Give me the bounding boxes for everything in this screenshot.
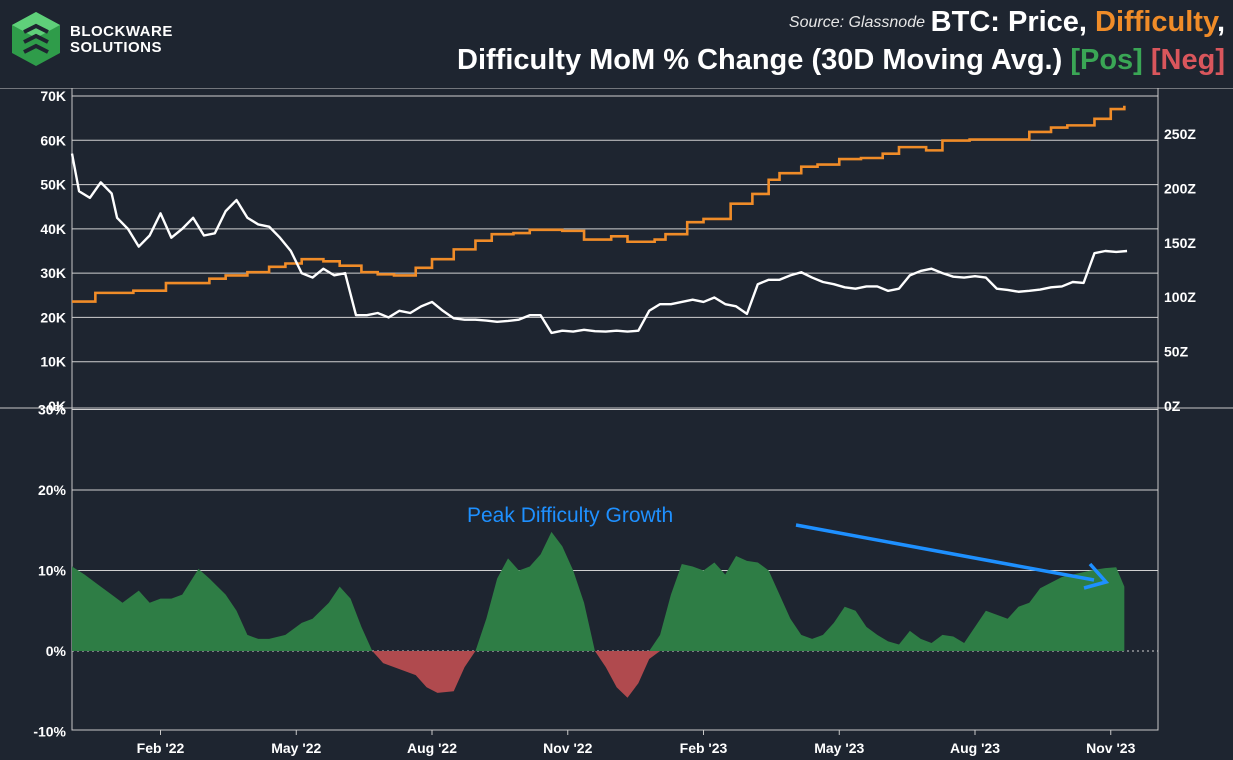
price-panel-grid (72, 95, 1158, 363)
price-line (70, 153, 1128, 335)
legend-neg: [Neg] (1150, 44, 1225, 76)
mom-tick-0%: 0% (46, 643, 67, 659)
mom-area-layer (72, 531, 1125, 698)
mom-tick-10%: 10% (38, 563, 67, 579)
x-tick-May '23: May '23 (814, 740, 864, 756)
x-tick-Aug '23: Aug '23 (950, 740, 1000, 756)
chart-title-line-2: Difficulty MoM % Change (30D Moving Avg.… (457, 44, 1225, 77)
source-label: Source: Glassnode (788, 14, 925, 31)
x-tick-Nov '23: Nov '23 (1086, 740, 1135, 756)
title-comma: , (1216, 6, 1225, 38)
price-tick-20K: 20K (40, 309, 66, 325)
chart-title-line-1: BTC: Price, Difficulty, (931, 6, 1225, 39)
mom-tick--10%: -10% (33, 724, 66, 740)
title-mom: Difficulty MoM % Change (30D Moving Avg.… (457, 44, 1071, 76)
price-tick-50K: 50K (40, 177, 66, 193)
price-tick-70K: 70K (40, 88, 66, 104)
chart-area: 0K 10K 20K 30K 40K 50K 60K 70K 0Z 50Z 100Z 150Z 200Z… (0, 88, 1233, 756)
header: BLOCKWARE SOLUTIONS Source: Glassnode BT… (0, 0, 1233, 88)
mom-tick-30%: 30% (38, 402, 67, 418)
difficulty-tick-150Z: 150Z (1164, 235, 1196, 251)
legend-pos: [Pos] (1070, 44, 1143, 76)
x-tick-Aug '22: Aug '22 (407, 740, 457, 756)
price-tick-40K: 40K (40, 221, 66, 237)
x-tick-Feb '22: Feb '22 (137, 740, 185, 756)
difficulty-tick-50Z: 50Z (1164, 344, 1189, 360)
annotation-layer: Peak Difficulty Growth (467, 504, 1110, 590)
difficulty-tick-100Z: 100Z (1164, 289, 1196, 305)
x-tick-May '22: May '22 (271, 740, 321, 756)
axis-ticks: 0K 10K 20K 30K 40K 50K 60K 70K 0Z 50Z 100Z 150Z 200Z… (33, 88, 1196, 756)
difficulty-line (72, 105, 1126, 303)
difficulty-tick-200Z: 200Z (1164, 180, 1196, 196)
x-tick-Feb '23: Feb '23 (680, 740, 728, 756)
mom-tick-20%: 20% (38, 482, 67, 498)
brand-name: BLOCKWARE SOLUTIONS (70, 24, 173, 56)
difficulty-tick-250Z: 250Z (1164, 126, 1196, 142)
price-tick-30K: 30K (40, 265, 66, 281)
brand-line-1: BLOCKWARE (70, 23, 173, 40)
price-panel-lines (70, 105, 1128, 335)
price-tick-0K: 0K (48, 398, 66, 414)
mom-negative-area (72, 651, 1125, 698)
x-tick-Nov '22: Nov '22 (543, 740, 592, 756)
brand-line-2: SOLUTIONS (70, 39, 163, 56)
blockware-logo-icon (12, 12, 60, 66)
annotation-peak-difficulty-growth: Peak Difficulty Growth (467, 504, 673, 527)
annotation-arrow (795, 523, 1095, 582)
title-difficulty: Difficulty (1095, 6, 1217, 38)
annotation-arrowhead-icon (1083, 562, 1110, 590)
mom-positive-area (72, 531, 1125, 651)
title-price: BTC: Price, (930, 6, 1096, 38)
difficulty-tick-0Z: 0Z (1164, 398, 1181, 414)
price-tick-60K: 60K (40, 132, 66, 148)
price-tick-10K: 10K (40, 354, 66, 370)
